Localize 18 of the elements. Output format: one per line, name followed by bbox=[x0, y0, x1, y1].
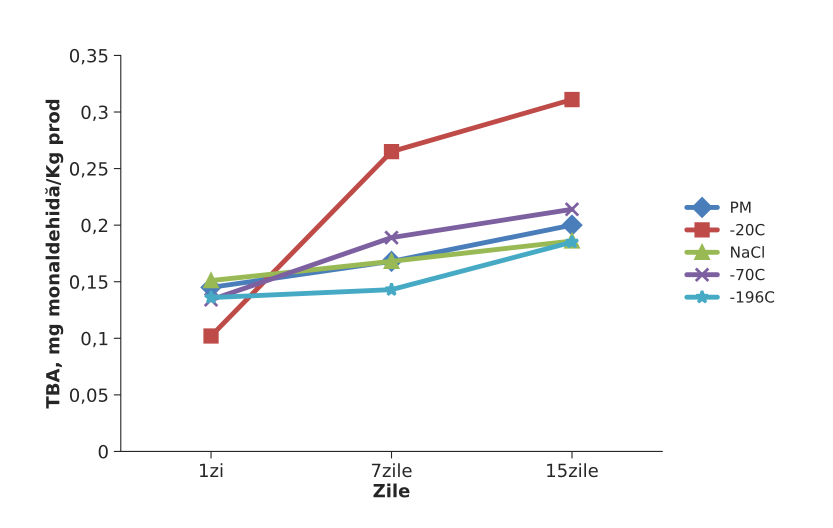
y-tick-label: 0,35 bbox=[70, 48, 108, 64]
y-tick-label: 0,1 bbox=[81, 332, 108, 348]
legend-label: PM bbox=[731, 202, 750, 213]
y-tick-label: 0,3 bbox=[81, 105, 108, 121]
x-axis-title: Zile bbox=[373, 484, 410, 498]
x-tick-label: 15zile bbox=[547, 463, 598, 478]
legend-label: -70C bbox=[730, 268, 764, 280]
legend-label: -20C bbox=[730, 224, 764, 236]
y-axis-title: TBA, mg monaldehidă/Kg prod bbox=[45, 100, 64, 408]
x-tick-label: 7zile bbox=[372, 463, 412, 478]
y-tick-label: 0,25 bbox=[70, 162, 108, 178]
legend-label: NaCl bbox=[731, 246, 764, 258]
x-tick-label: 1zi bbox=[200, 463, 222, 477]
y-tick-label: 0,15 bbox=[70, 275, 108, 291]
y-tick-label: 0,2 bbox=[81, 218, 108, 234]
y-tick-label: 0,05 bbox=[70, 388, 108, 404]
y-tick-label: 0 bbox=[98, 444, 108, 459]
legend-label: -196C bbox=[730, 291, 774, 303]
